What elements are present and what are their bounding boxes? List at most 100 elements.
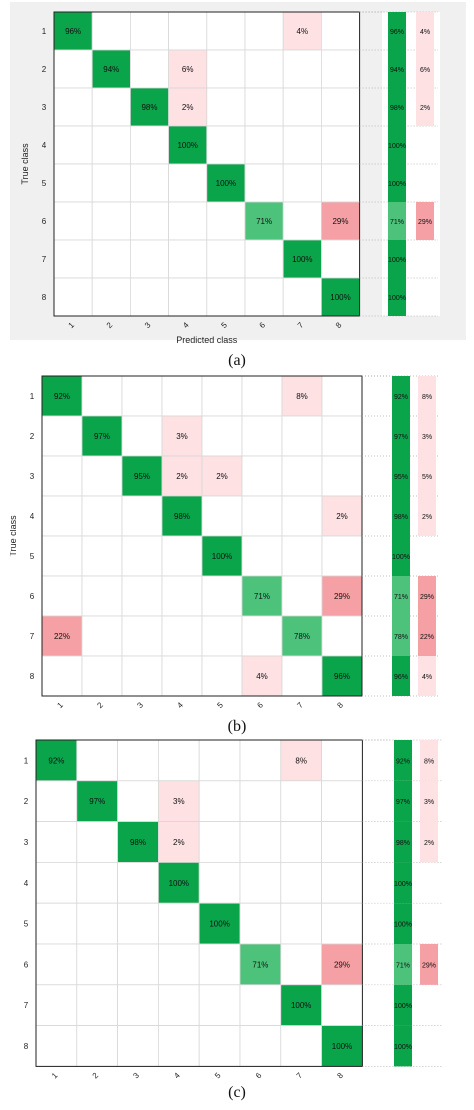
m0-cell-r5-c1 [53,163,93,203]
m0-row-tick-3: 3 [42,103,47,112]
m2-cell-r1-c8 [321,739,363,782]
m1-cell-r4-c5 [201,495,243,537]
m1-correct-label-r7: 78% [394,634,408,641]
m2-cell-r1-c2 [76,739,119,782]
m1-cell-label-r2-c4: 3% [176,432,188,441]
m1-cell-r7-c3 [121,615,163,657]
m0-cell-r4-c2 [91,125,131,165]
m1-cell-label-r3-c4: 2% [176,472,188,481]
m2-cell-r2-c1 [35,780,78,822]
m0-row-tick-8: 8 [42,293,47,302]
m2-error-bar-r6 [420,944,438,985]
m1-col-tick-4: 4 [175,700,185,710]
m1-cell-r8-c1 [41,655,83,697]
m2-cell-r8-c3 [117,1025,159,1067]
m1-cell-r3-c1 [41,455,83,497]
m2-error-label-r1: 8% [424,758,434,765]
m1-cell-r4-c2 [81,495,123,537]
m1-row-tick-8: 8 [30,672,35,681]
m0-correct-label-r7: 100% [388,257,406,264]
m1-correct-bar-r2 [392,416,410,456]
m2-cell-r7-c3 [117,984,159,1027]
m2-correct-bar-r7 [394,984,412,1026]
m2-cell-r7-c5 [198,984,241,1027]
m2-cell-r1-c5 [198,739,241,782]
m1-cell-r2-c8 [321,415,363,457]
m0-cell-r7-c2 [91,239,131,279]
m1-row-tick-5: 5 [30,552,35,561]
confusion-matrix-b: 92% 8% 97% 3% 95% 2% 2% 98% 2% 100% 71% 29% 22% 78% 4%… [8,372,466,721]
m0-cell-label-r3-c3: 98% [141,103,157,112]
m1-cell-r4-c4 [161,495,203,537]
m0-cell-label-r3-c4: 2% [182,103,194,112]
m1-error-bar-r6 [418,576,436,616]
m2-error-bar-r2 [420,780,438,822]
m1-col-tick-7: 7 [295,700,305,710]
m1-cell-r1-c4 [161,375,203,417]
m0-cell-r6-c7 [282,201,322,241]
m2-correct-label-r6: 71% [396,962,410,969]
m0-cell-r7-c3 [130,239,170,279]
m1-correct-bar-r6 [392,576,410,616]
m0-correct-label-r8: 100% [388,295,406,302]
m1-cell-r4-c7 [281,495,323,537]
m1-cell-r4-c1 [41,495,83,537]
m1-correct-bar-r4 [392,496,410,536]
m2-row-tick-2: 2 [24,797,29,806]
m0-cell-r1-c3 [130,11,170,51]
m2-cell-r4-c2 [76,862,119,904]
confusion-matrix-b-svg: 92% 8%97% 3%95% 2% 2%98% 2%100%71% 29%22% 78%4%… [8,375,442,710]
m2-cell-label-r7-c7: 100% [291,1001,311,1010]
m2-cell-label-r1-c7: 8% [295,756,307,765]
m1-cell-r6-c1 [41,575,83,617]
m1-cell-r7-c7 [281,615,323,657]
m0-row-tick-6: 6 [42,217,47,226]
m0-correct-bar-r1 [388,12,406,50]
m0-cell-r6-c4 [168,201,208,241]
m1-cell-r1-c8 [321,375,363,417]
m2-cell-label-r3-c3: 98% [130,838,146,847]
m1-cell-label-r3-c3: 95% [134,472,150,481]
m1-cell-r3-c8 [321,455,363,497]
m2-cell-r7-c7 [280,984,322,1027]
m2-cell-r3-c7 [280,821,322,863]
m0-cell-r2-c1 [53,49,93,89]
m1-cell-label-r8-c6: 4% [256,672,268,681]
m1-cell-r2-c3 [121,415,163,457]
m1-error-label-r7: 22% [420,634,434,641]
m2-y-axis-label: True class [10,882,12,924]
m1-cell-r3-c7 [281,455,323,497]
m2-correct-bar-r1 [394,740,412,781]
m0-correct-bar-r3 [388,88,406,126]
m2-correct-label-r4: 100% [394,881,412,888]
m0-cell-r5-c3 [130,163,170,203]
m0-cell-r5-c2 [91,163,131,203]
m0-cell-r7-c8 [320,239,360,279]
m2-cell-r6-c7 [280,943,322,986]
m2-col-tick-3: 3 [131,1070,141,1080]
m2-col-tick-7: 7 [295,1070,305,1080]
m0-cell-label-r2-c4: 6% [182,65,194,74]
m1-correct-bar-r1 [392,376,410,416]
m1-cell-r5-c1 [41,535,83,577]
m0-correct-label-r2: 94% [390,67,404,74]
m0-cell-label-r8-c8: 100% [330,293,350,302]
m2-correct-label-r3: 98% [396,840,410,847]
m2-row-tick-1: 1 [24,756,29,765]
m0-cell-r4-c6 [244,125,284,165]
m0-cell-r3-c6 [244,87,284,127]
m2-row-tick-6: 6 [24,960,29,969]
m0-cell-r4-c7 [282,125,322,165]
m1-cell-r5-c3 [121,535,163,577]
m0-error-label-r1: 4% [420,29,430,36]
confusion-matrix-c: 92% 8% 97% 3% 98% 2% 100% 100% 71% 29% 100% 100% 92%… [2,738,466,1087]
m0-correct-bar-r6 [388,202,406,240]
m1-cell-label-r1-c7: 8% [296,392,308,401]
m0-error-bar-r6 [416,202,434,240]
m2-cell-r2-c7 [280,780,322,822]
m0-col-tick-8: 8 [334,320,344,330]
m1-correct-label-r8: 96% [394,674,408,681]
m0-cell-r5-c5 [206,163,246,203]
m1-correct-label-r4: 98% [394,514,408,521]
m1-y-axis-label: True class [10,515,18,557]
